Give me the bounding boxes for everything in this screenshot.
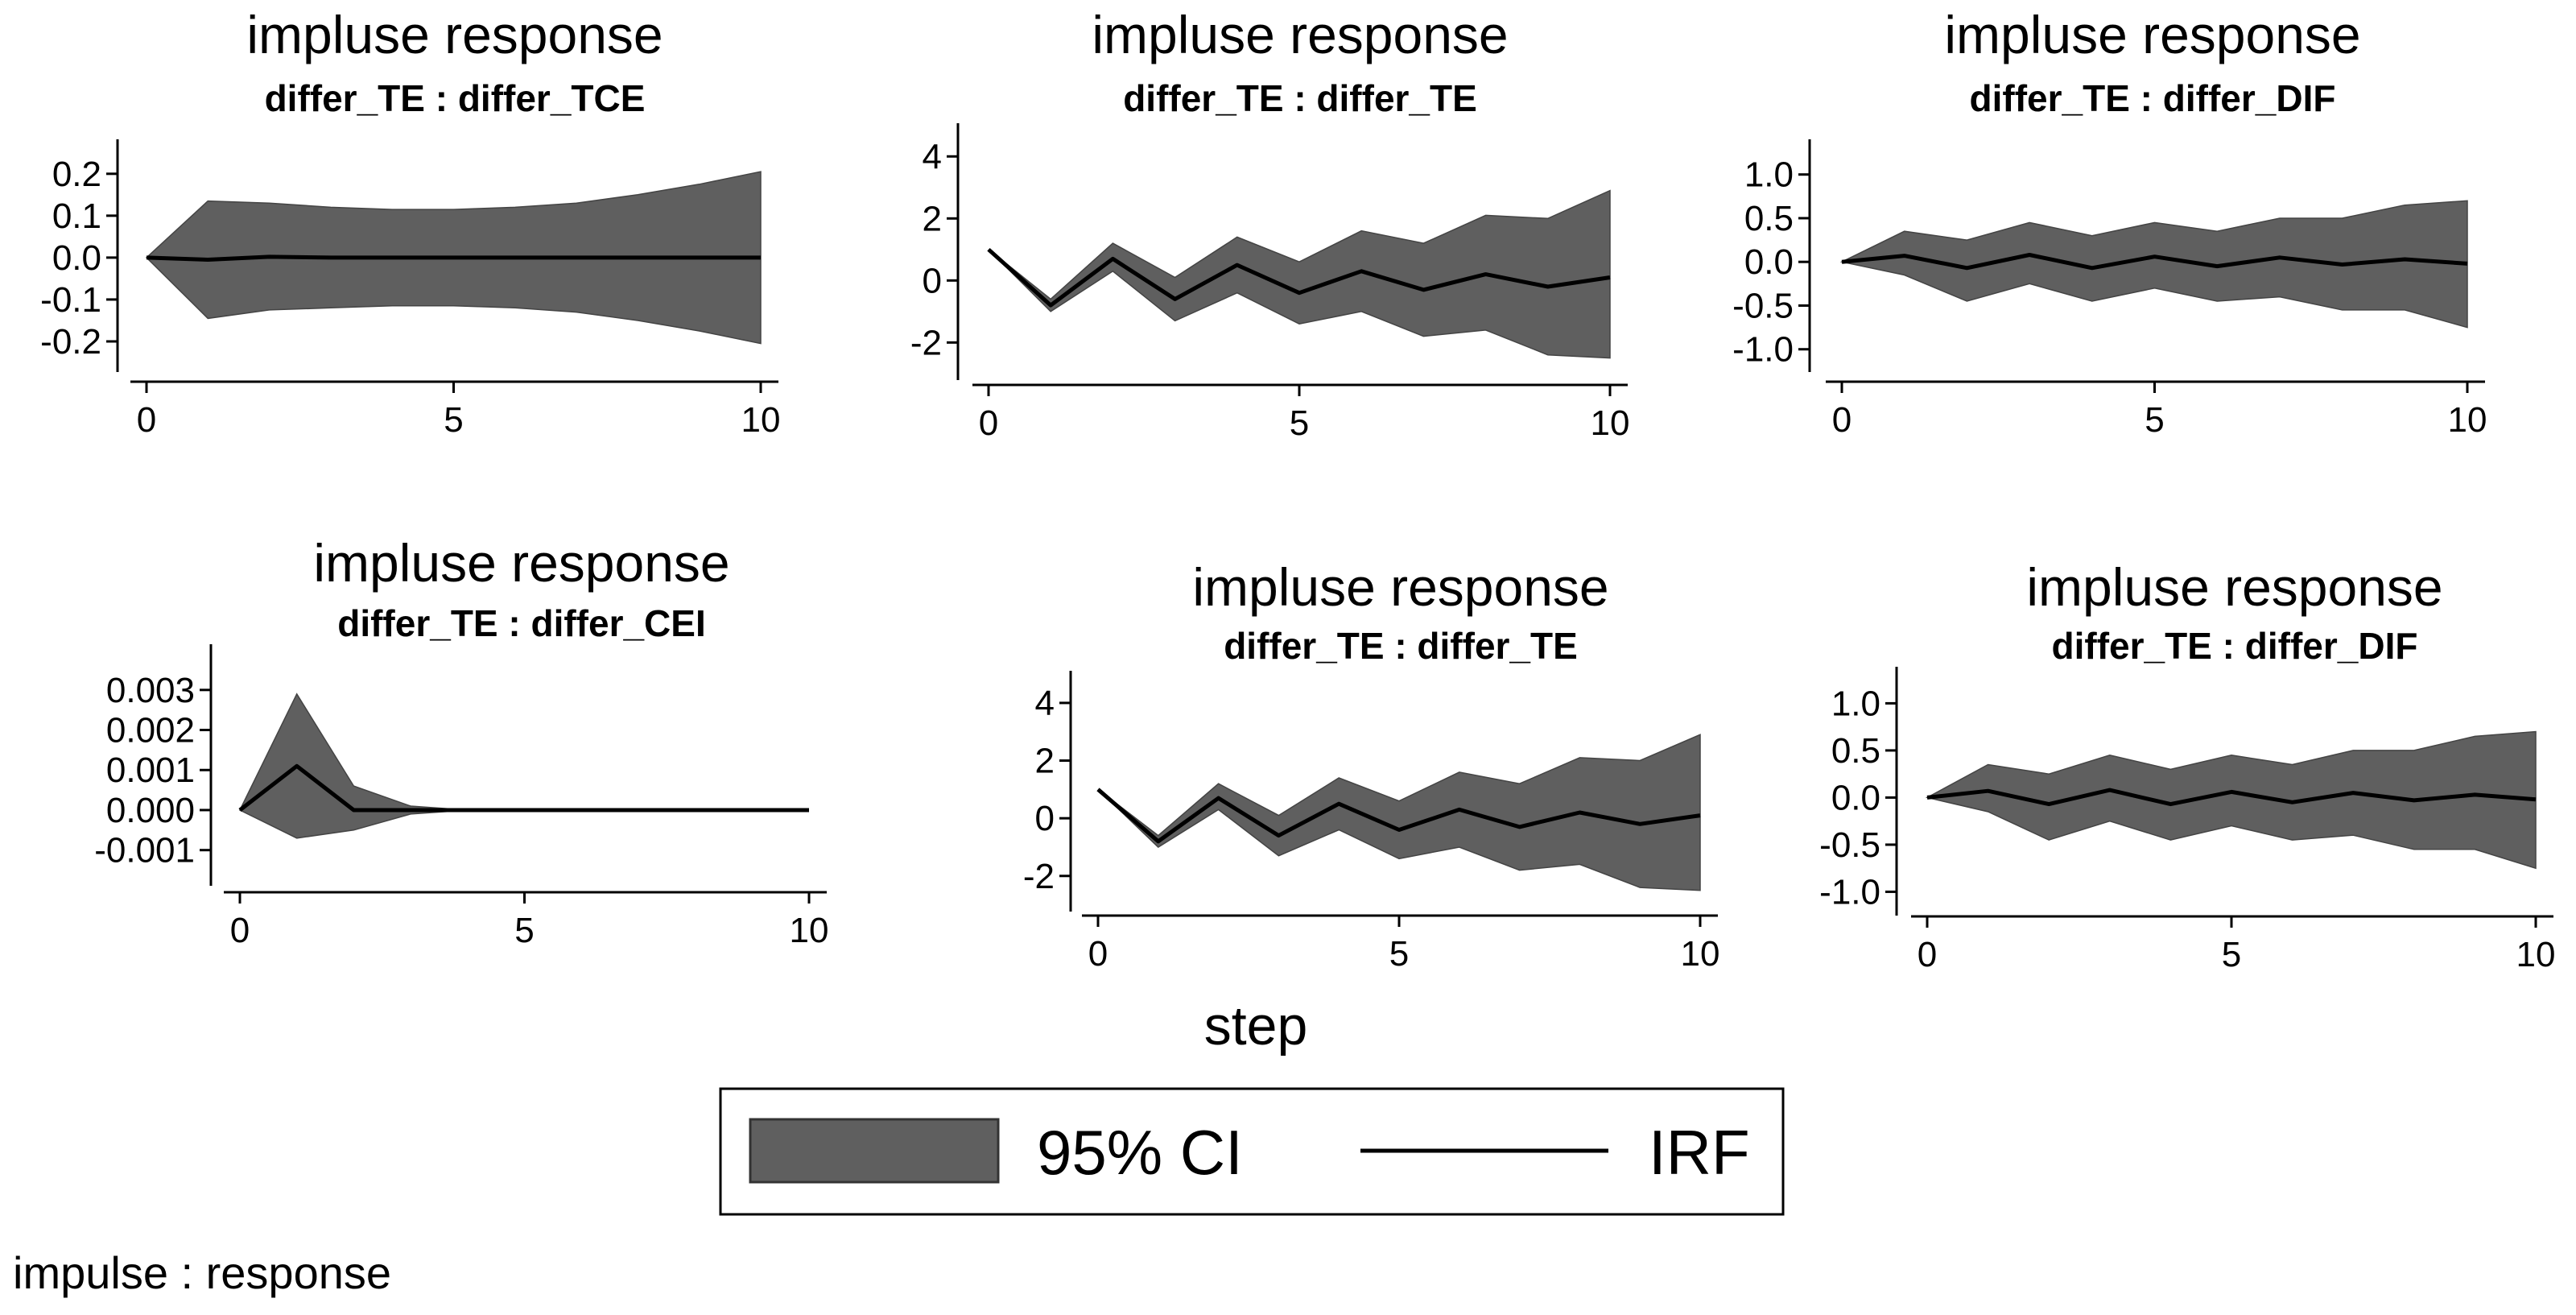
x-tick-label: 10 [1681, 934, 1720, 974]
irf-panel-2: impluse response differ_TE : differ_TE 4 2 0… [910, 5, 1630, 443]
x-tick-label: 5 [1389, 934, 1409, 974]
x-tick-label: 10 [2448, 400, 2487, 440]
irf-line [1841, 253, 2468, 271]
x-tick-label: 10 [1591, 403, 1630, 443]
panel-title: impluse response [1192, 557, 1608, 617]
panel-subtitle: differ_TE : differ_CEI [337, 602, 706, 644]
y-tick-label: 0.5 [1831, 731, 1880, 771]
irf-line [1926, 788, 2537, 807]
y-tick-label: -2 [1023, 857, 1055, 896]
x-tick-label: 5 [514, 911, 534, 950]
x-tick-label: 0 [137, 400, 156, 440]
x-tick-label: 0 [979, 403, 998, 443]
irf-line [987, 247, 1611, 308]
y-tick-label: 0.000 [106, 791, 195, 830]
y-tick-label: -0.001 [94, 831, 195, 870]
x-tick-label: 10 [741, 400, 781, 440]
y-tick-label: 1.0 [1744, 155, 1794, 195]
irf-line [146, 254, 761, 262]
y-tick-label: -0.5 [1732, 286, 1794, 325]
y-tick-label: -0.5 [1819, 825, 1880, 865]
y-tick-label: 0.0 [52, 238, 101, 278]
y-tick-label: -1.0 [1732, 330, 1794, 370]
panel-subtitle: differ_TE : differ_DIF [2052, 625, 2418, 667]
panel-subtitle: differ_TE : differ_TE [1224, 625, 1578, 667]
panel-title: impluse response [1092, 5, 1508, 64]
legend-irf-label: IRF [1649, 1117, 1750, 1188]
y-tick-label: 4 [923, 137, 942, 176]
y-tick-label: 0.001 [106, 751, 195, 790]
x-tick-label: 0 [1832, 400, 1852, 440]
legend: 95% CI IRF [719, 1087, 1785, 1216]
y-tick-label: 0.0 [1744, 242, 1794, 282]
y-tick-label: -0.1 [40, 280, 101, 320]
impulse-response-note: impulse : response [13, 1247, 391, 1298]
irf-line [238, 763, 809, 813]
ci-band [1925, 730, 2537, 870]
panel-title: impluse response [246, 5, 663, 64]
y-tick-label: 0.0 [1831, 778, 1880, 817]
x-tick-label: 0 [1918, 935, 1937, 974]
irf-line [1096, 788, 1701, 844]
panel-title: impluse response [313, 533, 729, 593]
x-tick-label: 5 [2222, 935, 2241, 974]
y-tick-label: 0.003 [106, 671, 195, 710]
y-tick-label: 2 [923, 199, 942, 238]
legend-ci-swatch [749, 1118, 1000, 1184]
irf-panel-3: impluse response differ_TE : differ_DIF 1.… [1732, 5, 2487, 440]
x-tick-label: 5 [1290, 403, 1309, 443]
ci-band [1839, 200, 2468, 329]
irf-panel-4: impluse response differ_TE : differ_CEI 0.… [94, 533, 828, 950]
ci-band [238, 693, 809, 839]
panel-title: impluse response [1944, 5, 2360, 64]
common-x-label: step [1204, 995, 1308, 1057]
y-tick-label: -1.0 [1819, 872, 1880, 912]
y-tick-label: -2 [910, 323, 942, 362]
y-tick-label: 1.0 [1831, 684, 1880, 723]
irf-panel-5: impluse response differ_TE : differ_TE 4 2 0… [1023, 557, 1720, 974]
y-tick-label: 0.1 [52, 196, 101, 236]
ci-band [1097, 734, 1701, 891]
y-tick-label: 2 [1035, 742, 1055, 781]
y-tick-label: 0.002 [106, 711, 195, 751]
y-tick-label: 0.5 [1744, 199, 1794, 238]
x-tick-label: 0 [1088, 934, 1108, 974]
x-tick-label: 10 [2516, 935, 2556, 974]
x-tick-label: 10 [790, 911, 829, 950]
ci-band [988, 189, 1611, 359]
x-tick-label: 5 [2145, 400, 2164, 440]
y-tick-label: 4 [1035, 684, 1055, 723]
panel-subtitle: differ_TE : differ_DIF [1970, 77, 2336, 119]
panels: impluse response differ_TE : differ_TCE 0.… [40, 5, 2555, 974]
x-tick-label: 0 [230, 911, 250, 950]
panel-subtitle: differ_TE : differ_TCE [265, 77, 646, 119]
x-tick-label: 5 [444, 400, 463, 440]
panel-subtitle: differ_TE : differ_TE [1123, 77, 1477, 119]
y-tick-label: 0 [1035, 799, 1055, 838]
irf-panel-1: impluse response differ_TE : differ_TCE 0.… [40, 5, 780, 440]
irf-panel-6: impluse response differ_TE : differ_DIF 1.… [1819, 557, 2555, 974]
y-tick-label: -0.2 [40, 322, 101, 362]
y-tick-label: 0 [923, 261, 942, 300]
panel-title: impluse response [2026, 557, 2442, 617]
y-tick-label: 0.2 [52, 155, 101, 194]
legend-ci-label: 95% CI [1037, 1117, 1243, 1188]
